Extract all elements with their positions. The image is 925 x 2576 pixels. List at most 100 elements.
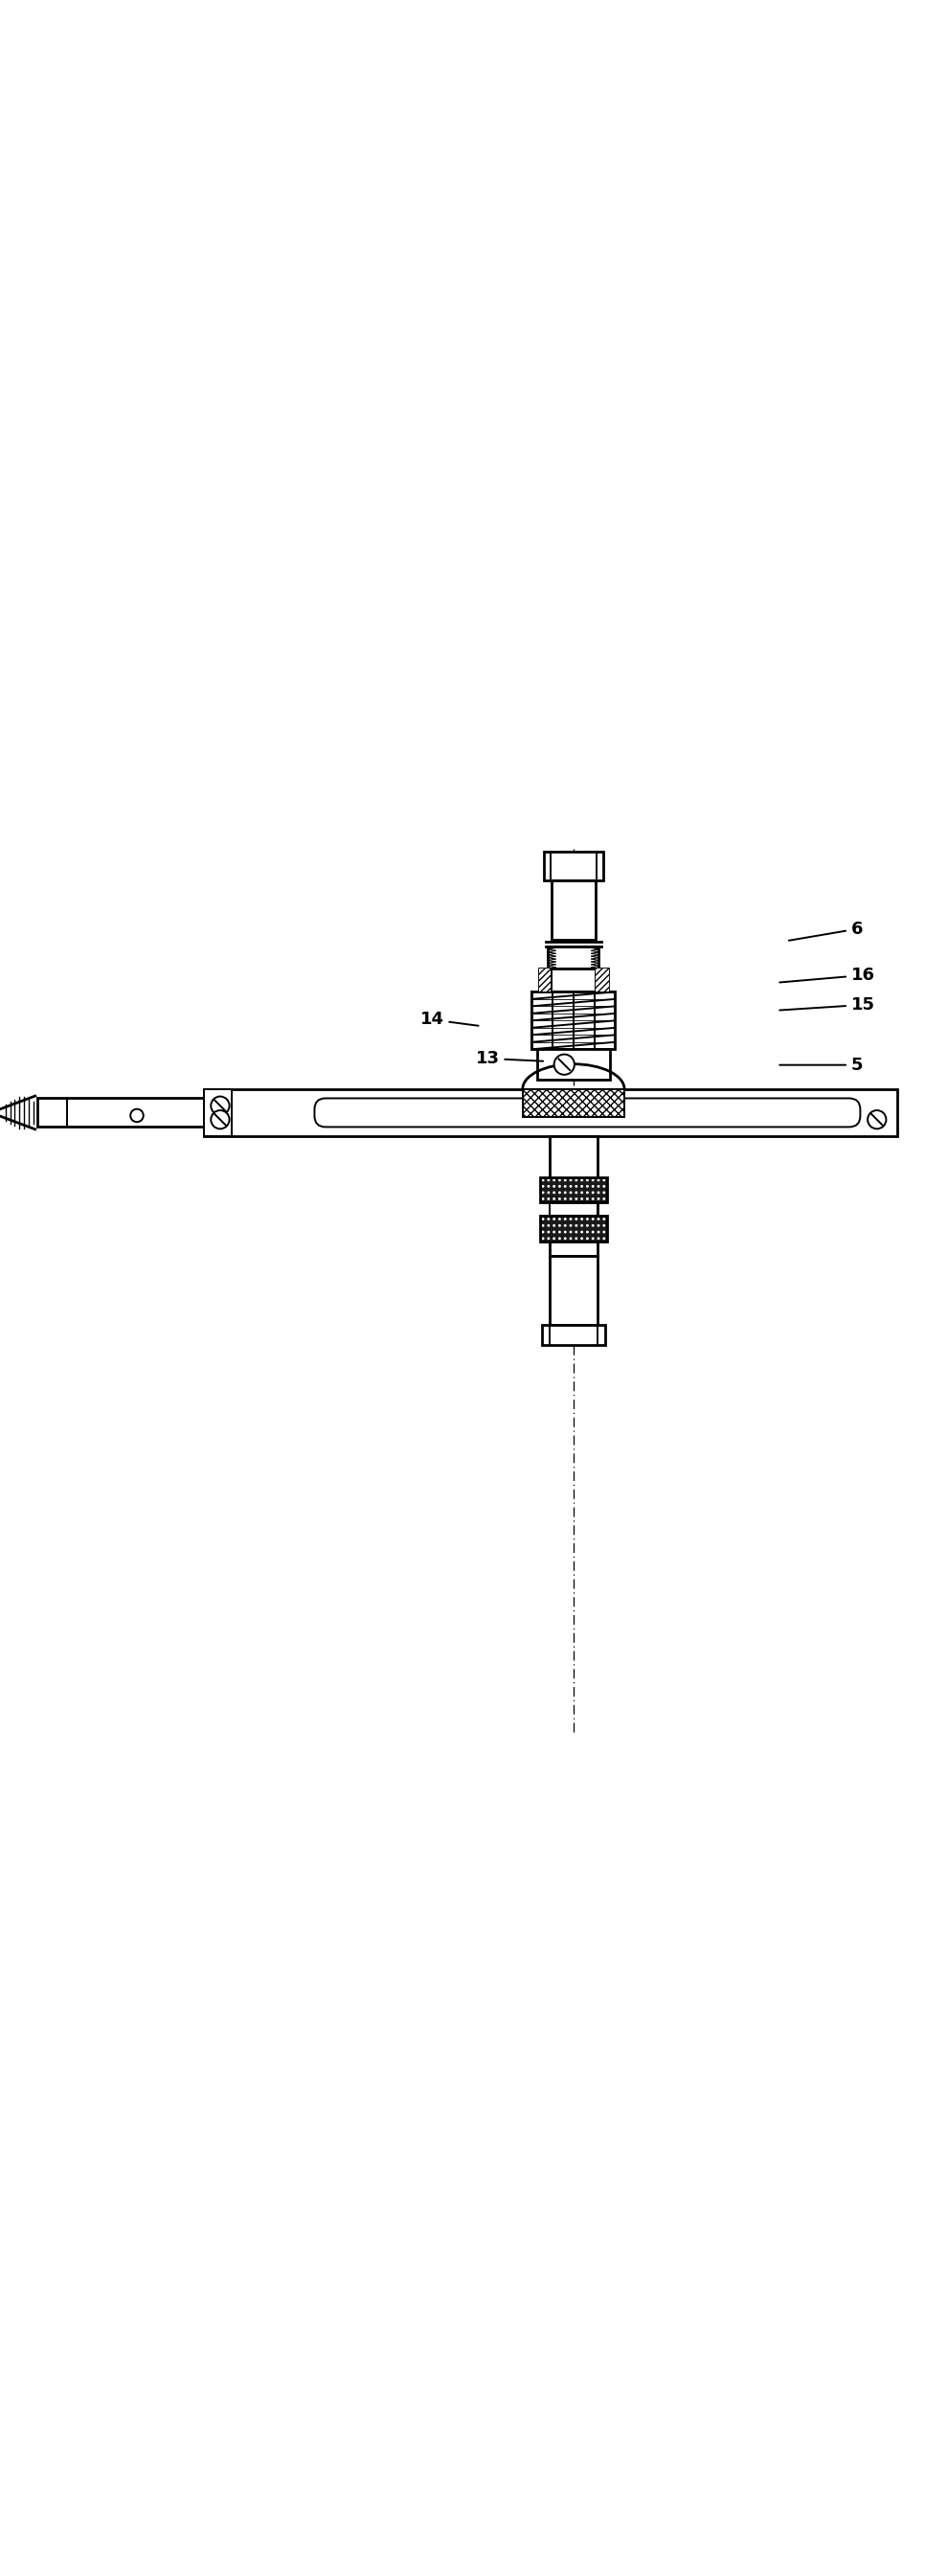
Circle shape [553, 1231, 555, 1234]
Circle shape [541, 1236, 544, 1239]
Circle shape [575, 1185, 577, 1188]
Circle shape [564, 1231, 566, 1234]
Circle shape [553, 1236, 555, 1239]
Circle shape [586, 1180, 588, 1182]
Circle shape [581, 1180, 584, 1182]
Circle shape [575, 1180, 577, 1182]
Circle shape [570, 1190, 572, 1193]
Circle shape [564, 1236, 566, 1239]
Circle shape [570, 1185, 572, 1188]
Circle shape [541, 1190, 544, 1193]
Bar [548, 945, 599, 969]
Bar [204, 1090, 897, 1136]
Circle shape [570, 1198, 572, 1200]
Circle shape [575, 1236, 577, 1239]
Bar [544, 850, 604, 881]
Circle shape [570, 1224, 572, 1226]
Circle shape [603, 1231, 605, 1234]
Circle shape [570, 1180, 572, 1182]
Circle shape [592, 1190, 595, 1193]
Circle shape [564, 1190, 566, 1193]
Circle shape [559, 1190, 561, 1193]
Circle shape [553, 1198, 555, 1200]
Circle shape [603, 1185, 605, 1188]
Text: 14: 14 [420, 1010, 478, 1028]
Circle shape [559, 1185, 561, 1188]
Circle shape [564, 1198, 566, 1200]
Text: 15: 15 [780, 997, 875, 1012]
Circle shape [598, 1185, 599, 1188]
Circle shape [581, 1236, 584, 1239]
Bar [540, 1216, 607, 1242]
Circle shape [592, 1198, 595, 1200]
Circle shape [575, 1190, 577, 1193]
Circle shape [581, 1231, 584, 1234]
Bar [37, 1097, 204, 1126]
Bar [549, 1136, 598, 1255]
Circle shape [575, 1218, 577, 1221]
Circle shape [559, 1218, 561, 1221]
Circle shape [564, 1218, 566, 1221]
Text: 13: 13 [475, 1051, 543, 1066]
Circle shape [586, 1231, 588, 1234]
Text: 5: 5 [780, 1056, 863, 1074]
Circle shape [541, 1218, 544, 1221]
Circle shape [548, 1185, 549, 1188]
Bar [542, 1324, 605, 1345]
Bar [532, 992, 615, 1048]
Circle shape [592, 1218, 595, 1221]
Circle shape [559, 1224, 561, 1226]
Circle shape [559, 1180, 561, 1182]
Circle shape [553, 1224, 555, 1226]
Circle shape [598, 1180, 599, 1182]
Circle shape [548, 1190, 549, 1193]
Circle shape [548, 1180, 549, 1182]
Circle shape [586, 1218, 588, 1221]
Circle shape [548, 1218, 549, 1221]
Circle shape [592, 1236, 595, 1239]
Circle shape [554, 1054, 574, 1074]
Circle shape [598, 1236, 599, 1239]
Circle shape [541, 1198, 544, 1200]
Circle shape [581, 1190, 584, 1193]
Circle shape [592, 1224, 595, 1226]
FancyBboxPatch shape [314, 1097, 860, 1126]
Circle shape [548, 1198, 549, 1200]
Circle shape [559, 1198, 561, 1200]
Circle shape [592, 1180, 595, 1182]
Circle shape [592, 1185, 595, 1188]
Circle shape [553, 1218, 555, 1221]
Text: 6: 6 [789, 920, 863, 940]
Circle shape [603, 1180, 605, 1182]
Circle shape [559, 1236, 561, 1239]
Circle shape [541, 1180, 544, 1182]
Circle shape [559, 1231, 561, 1234]
Bar [549, 1255, 598, 1324]
Circle shape [581, 1198, 584, 1200]
Circle shape [581, 1185, 584, 1188]
Circle shape [586, 1224, 588, 1226]
Bar [539, 969, 609, 992]
Circle shape [130, 1110, 143, 1123]
Bar [540, 1216, 607, 1242]
Circle shape [564, 1224, 566, 1226]
Circle shape [598, 1224, 599, 1226]
Bar [540, 1177, 607, 1203]
Circle shape [603, 1190, 605, 1193]
Circle shape [553, 1190, 555, 1193]
Bar [551, 881, 596, 940]
Circle shape [868, 1110, 886, 1128]
Circle shape [575, 1231, 577, 1234]
Circle shape [548, 1236, 549, 1239]
Circle shape [553, 1180, 555, 1182]
Circle shape [211, 1097, 229, 1115]
Bar [540, 1177, 607, 1203]
Bar [596, 969, 610, 992]
Circle shape [575, 1198, 577, 1200]
Circle shape [564, 1180, 566, 1182]
Circle shape [586, 1190, 588, 1193]
Circle shape [570, 1236, 572, 1239]
Bar [204, 1090, 231, 1136]
Circle shape [548, 1231, 549, 1234]
Circle shape [541, 1185, 544, 1188]
